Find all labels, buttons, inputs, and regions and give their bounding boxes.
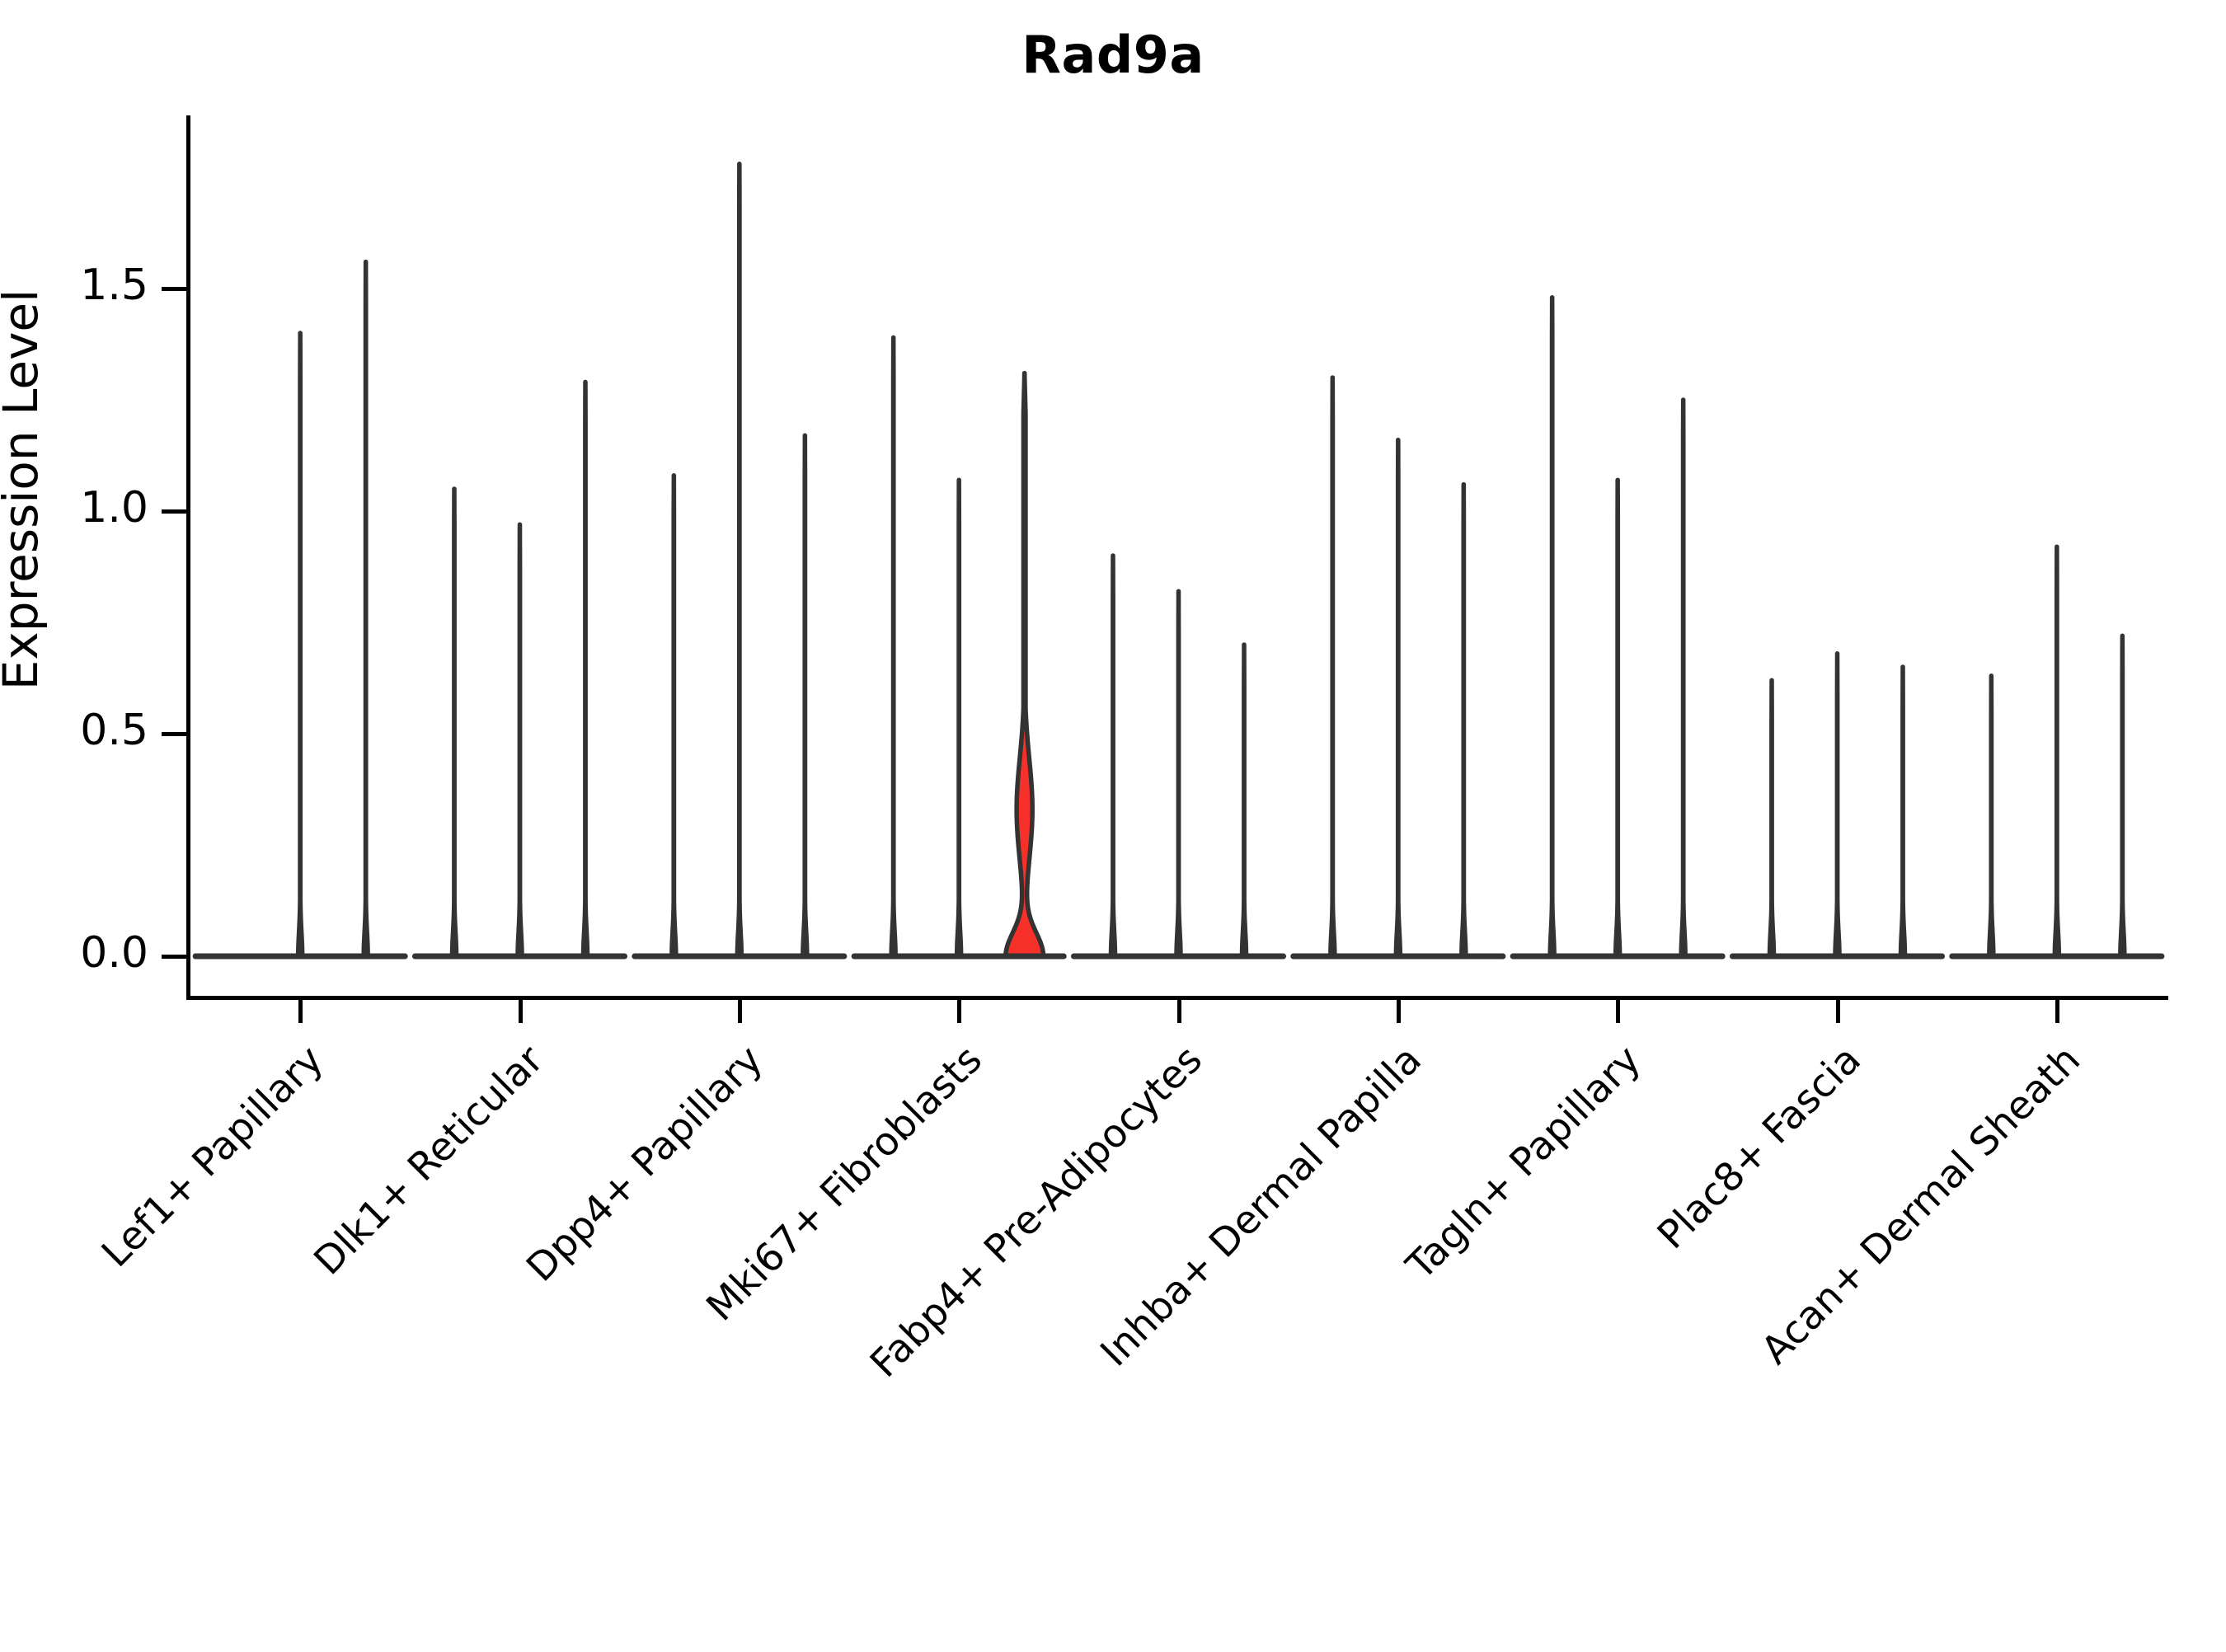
x-tick-0 [298, 1000, 303, 1023]
violin-shape [669, 473, 679, 959]
violin-shape [295, 331, 305, 959]
y-tick-label-0.0: 0.0 [80, 928, 148, 978]
x-tick-2 [737, 1000, 742, 1023]
violin-shape [1679, 397, 1688, 959]
violin-shape [801, 433, 810, 959]
violin-shape [1108, 553, 1118, 959]
y-tick-0.5 [162, 732, 186, 736]
y-axis-spine [186, 115, 190, 999]
violin-plot-figure: Rad9a Expression Level 0.0 0.5 1.0 1.5 Lef1… [0, 25, 2168, 1387]
violin-shape [1459, 481, 1468, 959]
violin-shape [1174, 589, 1183, 959]
violin-shape [1003, 370, 1046, 959]
violin-shape [1833, 651, 1842, 959]
y-tick-1.5 [162, 287, 186, 291]
chart-title: Rad9a [1021, 25, 1205, 85]
violin-shape [1613, 477, 1623, 959]
x-tick-3 [957, 1000, 962, 1023]
x-tick-4 [1176, 1000, 1181, 1023]
violin-shape [449, 486, 459, 959]
violin-shape [1239, 642, 1249, 959]
x-tick-1 [518, 1000, 523, 1023]
violin-shape [954, 477, 964, 959]
x-axis-spine [186, 996, 2168, 1000]
violin-shape [1898, 664, 1908, 959]
violin-shape [1328, 375, 1337, 959]
violin-shape [580, 379, 590, 959]
y-tick-1.0 [162, 509, 186, 514]
x-tick-8 [2055, 1000, 2059, 1023]
y-tick-label-1.5: 1.5 [80, 260, 148, 310]
violin-shape [2118, 633, 2127, 959]
violin-shape [889, 335, 898, 959]
x-tick-6 [1616, 1000, 1621, 1023]
y-tick-label-0.5: 0.5 [80, 706, 148, 755]
violin-shape [1393, 437, 1403, 959]
violin-shape [1987, 673, 1996, 959]
x-tick-7 [1835, 1000, 1840, 1023]
violin-shape [735, 162, 744, 959]
x-tick-5 [1396, 1000, 1401, 1023]
violin-shape [1547, 295, 1557, 959]
violin-shape [361, 259, 370, 959]
violin-shape [2052, 544, 2062, 959]
y-tick-0.0 [162, 955, 186, 959]
violin-shape [515, 522, 524, 959]
violin-shape [1767, 678, 1777, 959]
violin-shapes-layer [192, 162, 2165, 960]
y-tick-label-1.0: 1.0 [80, 483, 148, 533]
